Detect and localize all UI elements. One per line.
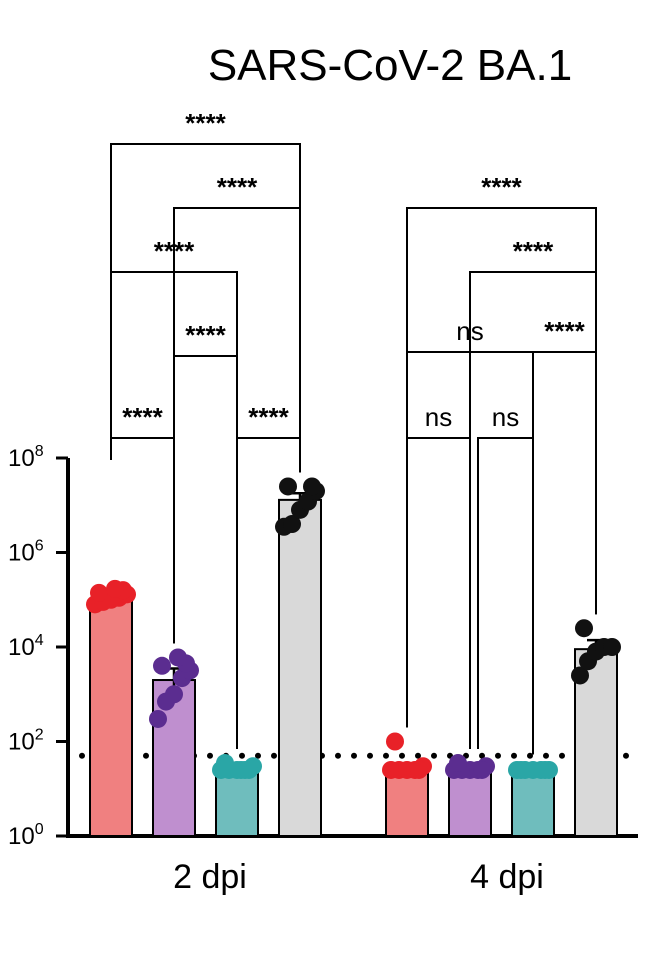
- data-point: [571, 666, 589, 685]
- data-point: [449, 754, 467, 773]
- data-point: [279, 477, 297, 496]
- significance-label: ****: [481, 172, 522, 202]
- y-tick-exponent: 0: [35, 821, 44, 838]
- y-tick-label: 108: [8, 443, 44, 472]
- bracket: [477, 437, 534, 755]
- data-point: [106, 579, 124, 598]
- y-tick-exponent: 6: [35, 538, 44, 555]
- y-tick-exponent: 4: [35, 632, 44, 649]
- y-tick-label: 100: [8, 821, 44, 850]
- y-tick-base: 10: [8, 823, 35, 850]
- data-point: [603, 638, 621, 656]
- significance-label: ****: [185, 320, 226, 350]
- y-tick-label: 104: [8, 632, 44, 661]
- data-points: [86, 477, 621, 779]
- data-point: [149, 709, 167, 728]
- bracket: [406, 437, 471, 750]
- significance-label: ns: [425, 402, 452, 432]
- significance-label: ns: [492, 402, 519, 432]
- data-point: [512, 760, 530, 779]
- bar: [448, 768, 492, 837]
- y-tick-base: 10: [8, 634, 35, 661]
- data-point: [232, 760, 250, 779]
- significance-label: ****: [513, 236, 554, 266]
- y-tick-base: 10: [8, 540, 35, 567]
- data-point: [216, 754, 234, 773]
- data-point: [410, 760, 428, 779]
- significance-label: ****: [154, 236, 195, 266]
- bar: [89, 598, 133, 837]
- group-label-4dpi: 4 dpi: [470, 858, 544, 896]
- y-tick-base: 10: [8, 445, 35, 472]
- bar: [215, 768, 259, 837]
- data-point: [153, 656, 171, 675]
- y-tick-label: 102: [8, 727, 44, 756]
- data-point: [90, 583, 108, 602]
- significance-label: ****: [185, 108, 226, 138]
- data-point: [473, 760, 491, 779]
- significance-brackets: **** **** **** **** **** **** **** **** ns **** ns…: [110, 108, 597, 755]
- data-point: [283, 515, 301, 534]
- bracket: [236, 437, 301, 750]
- bracket: [406, 207, 597, 728]
- bar: [385, 768, 429, 837]
- significance-label: ns: [456, 316, 483, 346]
- significance-label: ****: [248, 402, 289, 432]
- data-point: [303, 477, 321, 496]
- data-point: [165, 685, 183, 704]
- data-point: [386, 732, 404, 751]
- data-point: [536, 760, 554, 779]
- y-tick-label: 106: [8, 538, 44, 567]
- bar: [511, 768, 555, 837]
- significance-label: ****: [544, 316, 585, 346]
- bracket: [110, 437, 175, 644]
- y-tick-base: 10: [8, 729, 35, 756]
- chart-title: SARS-CoV-2 BA.1: [208, 41, 572, 90]
- data-point: [575, 619, 593, 638]
- bar: [278, 498, 322, 837]
- data-point: [169, 648, 187, 667]
- group-label-2dpi: 2 dpi: [173, 858, 247, 896]
- y-tick-exponent: 8: [35, 443, 44, 460]
- significance-label: ****: [217, 172, 258, 202]
- significance-label: ****: [122, 402, 163, 432]
- y-tick-exponent: 2: [35, 727, 44, 744]
